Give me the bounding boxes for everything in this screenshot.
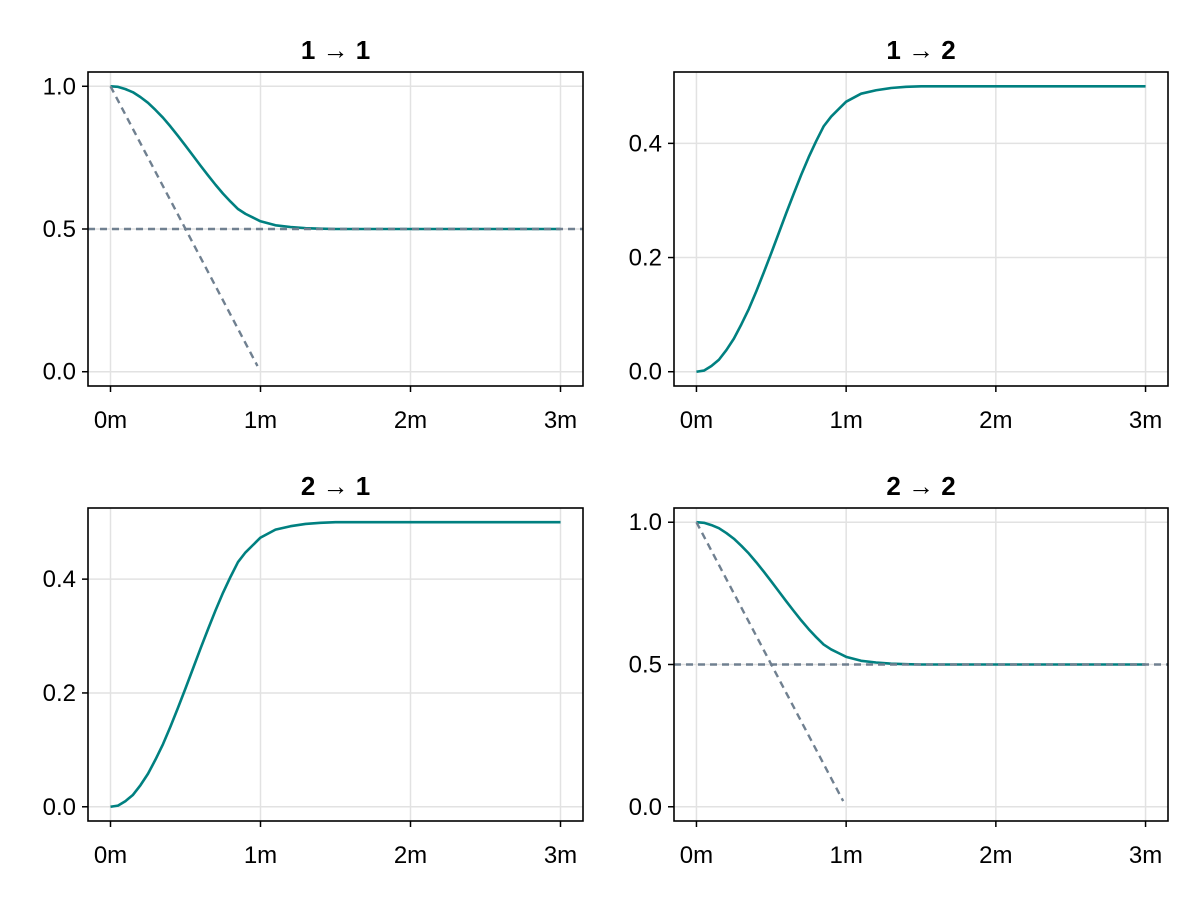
panel-title: 2 → 2 — [886, 471, 955, 501]
x-tick-label: 1m — [244, 842, 277, 869]
y-tick-label: 0.0 — [43, 359, 76, 386]
x-tick-label: 3m — [544, 842, 577, 869]
y-tick-label: 0.5 — [43, 216, 76, 243]
series-line-0 — [110, 84, 561, 231]
y-tick-label: 0.2 — [629, 245, 662, 272]
x-tick-label: 2m — [979, 842, 1012, 869]
x-tick-label: 3m — [1129, 407, 1162, 434]
panel-title: 1 → 2 — [886, 35, 955, 65]
x-tick-label: 0m — [680, 842, 713, 869]
chart-panel-1: 0m 1m 2m 3m 0.0 0.5 1.0 1 → 1 — [43, 35, 584, 434]
x-tick-label: 2m — [394, 407, 427, 434]
chart-panel-4: 0m 1m 2m 3m 0.0 0.5 1.0 2 → 2 — [629, 471, 1169, 869]
y-tick-label: 0.0 — [43, 794, 76, 821]
y-tick-label: 0.0 — [629, 359, 662, 386]
x-tick-label: 0m — [680, 407, 713, 434]
panel-title: 2 → 1 — [301, 471, 370, 501]
y-tick-label: 0.4 — [629, 130, 662, 157]
x-tick-label: 2m — [979, 407, 1012, 434]
reference-line-1 — [695, 521, 845, 802]
x-tick-label: 1m — [244, 407, 277, 434]
plot-frame — [673, 71, 1169, 387]
y-tick-label: 0.5 — [629, 652, 662, 679]
x-tick-label: 0m — [94, 407, 127, 434]
y-tick-label: 0.4 — [43, 566, 76, 593]
y-tick-label: 1.0 — [629, 509, 662, 536]
plot-frame — [87, 507, 584, 822]
chart-panel-3: 0m 1m 2m 3m 0.0 0.2 0.4 2 → 1 — [43, 471, 584, 869]
series-line-0 — [110, 520, 561, 809]
y-tick-label: 1.0 — [43, 73, 76, 100]
y-tick-label: 0.0 — [629, 794, 662, 821]
reference-line-1 — [109, 85, 259, 367]
series-group — [110, 520, 561, 809]
x-tick-label: 3m — [544, 407, 577, 434]
x-tick-label: 1m — [829, 407, 862, 434]
series-group — [696, 84, 1146, 374]
y-tick-label: 0.2 — [43, 680, 76, 707]
x-tick-label: 0m — [94, 842, 127, 869]
series-line-0 — [696, 84, 1146, 374]
panel-title: 1 → 1 — [301, 35, 370, 65]
series-group — [674, 520, 1168, 802]
x-tick-label: 3m — [1129, 842, 1162, 869]
chart-panel-2: 0m 1m 2m 3m 0.0 0.2 0.4 1 → 2 — [629, 35, 1169, 434]
series-line-0 — [696, 520, 1146, 666]
x-tick-label: 1m — [829, 842, 862, 869]
series-group — [88, 84, 583, 367]
x-tick-label: 2m — [394, 842, 427, 869]
